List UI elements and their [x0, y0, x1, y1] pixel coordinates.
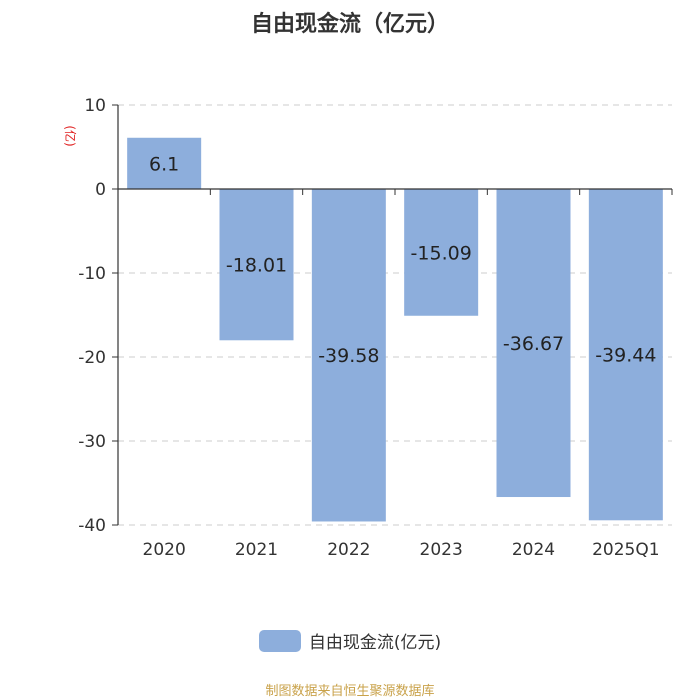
data-label: -36.67 [503, 333, 564, 355]
y-tick-label: -10 [78, 264, 106, 284]
y-tick-label: 10 [84, 96, 106, 116]
bar [219, 189, 294, 341]
data-label: -39.58 [318, 345, 379, 367]
y-tick-label: -20 [78, 348, 106, 368]
x-tick-label: 2021 [235, 540, 278, 560]
x-tick-label: 2020 [143, 540, 186, 560]
bar [588, 189, 663, 521]
x-tick-label: 2024 [512, 540, 555, 560]
x-tick-label: 2023 [420, 540, 463, 560]
bar [496, 189, 571, 498]
plot-area: 10 0 -10 -20 -30 -40 6.1 -18.01 -39.58 -15.09 -36.… [63, 96, 673, 560]
bar [127, 137, 202, 189]
data-label: -15.09 [411, 242, 472, 264]
data-label: -39.44 [595, 345, 656, 367]
x-tick-label: 2025Q1 [592, 540, 659, 560]
y-axis-label: (亿) [63, 125, 78, 146]
bar [404, 189, 479, 316]
bar [311, 189, 386, 522]
data-label: 6.1 [149, 153, 179, 175]
legend[interactable]: 自由现金流(亿元) [0, 628, 700, 653]
data-label: -18.01 [226, 255, 287, 277]
y-tick-label: 0 [95, 180, 106, 200]
x-tick-label: 2022 [327, 540, 370, 560]
legend-label: 自由现金流(亿元) [308, 633, 442, 653]
y-tick-label: -40 [78, 516, 106, 536]
source-note: 制图数据来自恒生聚源数据库 [265, 684, 435, 699]
y-tick-label: -30 [78, 432, 106, 452]
legend-swatch [258, 629, 301, 652]
chart-title: 自由现金流（亿元） [250, 12, 449, 37]
